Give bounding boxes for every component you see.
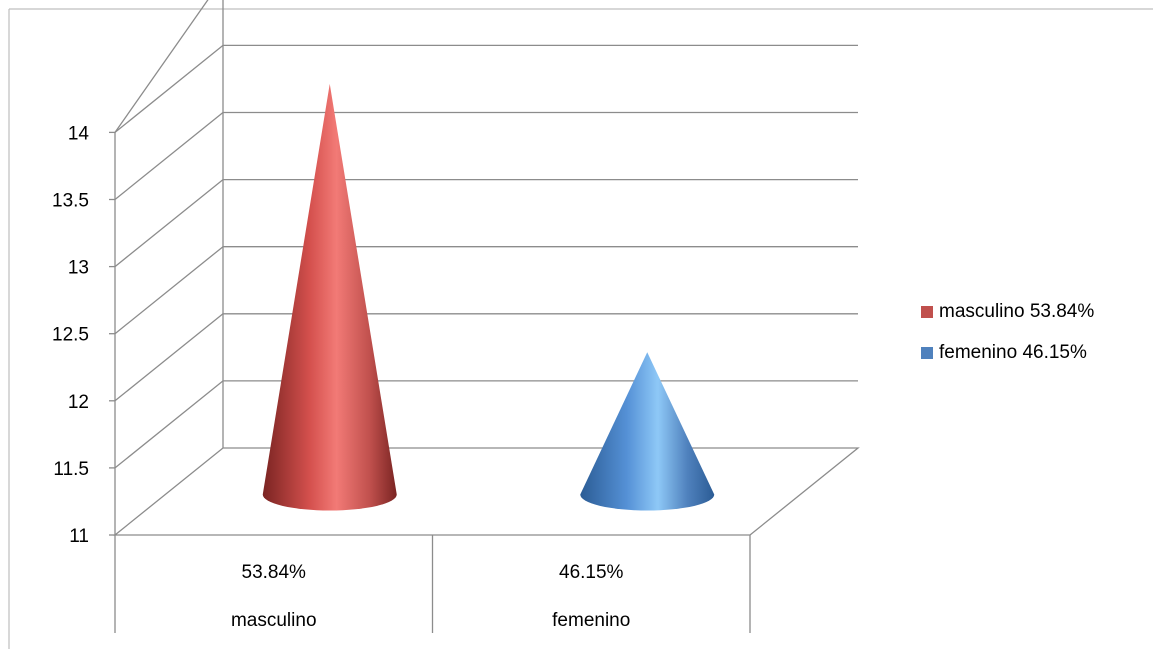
cone-body-femenino (580, 352, 715, 511)
cone-series (262, 83, 715, 511)
legend-label-femenino: femenino 46.15% (939, 341, 1087, 363)
gridline-side (114, 313, 224, 402)
category-label-femenino: femenino (552, 610, 630, 631)
gridline-side (114, 111, 224, 201)
category-label-masculino: masculino (231, 610, 317, 631)
legend: masculino 53.84% femenino 46.15% (921, 297, 1094, 379)
category-table: 53.84% masculino 46.15% femenino (114, 535, 751, 633)
data-label-masculino: 53.84% (242, 562, 307, 583)
y-tick-label: 11.5 (53, 459, 89, 480)
gridlines (114, 0, 858, 469)
y-tick-label: 13 (68, 258, 89, 279)
legend-item-femenino: femenino 46.15% (921, 338, 1094, 367)
data-label-femenino: 46.15% (559, 562, 624, 583)
cone-masculino (262, 83, 397, 511)
y-tick-label: 11 (69, 526, 89, 547)
gridline-side-top (114, 0, 209, 133)
y-tick-label: 12 (68, 392, 89, 413)
y-tick-label: 13.5 (52, 191, 89, 212)
gridline-side (114, 179, 224, 268)
y-axis-ticks: 11 11.5 12 12.5 13 13.5 14 (52, 123, 115, 547)
legend-item-masculino: masculino 53.84% (921, 297, 1094, 326)
gridline-side (114, 246, 224, 335)
gridline-side (114, 44, 224, 133)
chart-walls (113, 0, 860, 536)
y-tick-label: 12.5 (52, 325, 89, 346)
gridline-side (114, 380, 224, 469)
legend-label-masculino: masculino 53.84% (939, 300, 1095, 322)
floor (113, 447, 860, 536)
legend-swatch-femenino (921, 346, 933, 359)
y-tick-label: 14 (68, 123, 90, 144)
cone-body-masculino (262, 83, 397, 511)
legend-swatch-masculino (921, 305, 933, 318)
cone-femenino (580, 352, 715, 511)
